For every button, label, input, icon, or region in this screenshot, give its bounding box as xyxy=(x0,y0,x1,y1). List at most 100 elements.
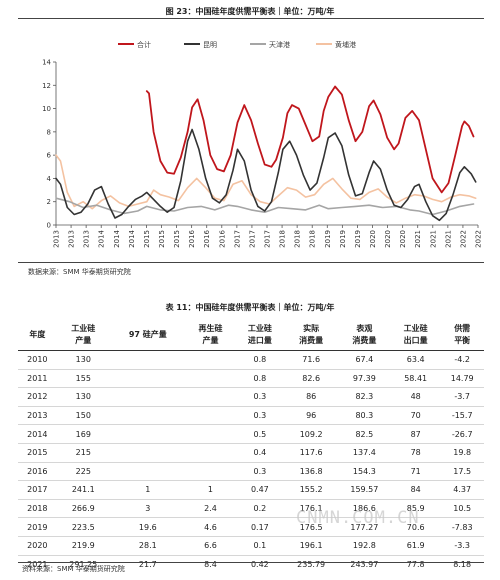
table-cell: 0.8 xyxy=(235,350,285,370)
table-row: 2020 219.9 28.1 6.6 0.1 196.1 192.8 61.9 -3.3 xyxy=(18,536,484,556)
legend-label-2: 天津港 xyxy=(269,40,290,49)
table-cell: 97.39 xyxy=(337,369,391,389)
figure-top-rule xyxy=(18,18,484,19)
table-cell: 0.42 xyxy=(250,559,269,569)
table-cell: 241.1 xyxy=(56,480,110,500)
table-cell xyxy=(185,369,236,389)
table-cell: 192.8 xyxy=(337,536,391,556)
table-cell: 155 xyxy=(56,369,110,389)
table-row: 2010 130 0.8 71.6 67.4 63.4 -4.2 xyxy=(18,350,484,370)
table-body: 2010 130 0.8 71.6 67.4 63.4 -4.2 2011 155 0.8 82.6… xyxy=(18,350,484,574)
table-cell: 0.3 xyxy=(235,387,285,407)
x-tick-label: 2014 xyxy=(98,229,106,247)
table-cell: 2019 xyxy=(18,517,57,537)
table-cell: 169 xyxy=(56,424,110,444)
table-cell: 2012 xyxy=(18,387,57,407)
table-cell: 8.18 xyxy=(453,559,472,569)
table-row: 2021 291.25 21.7 8.4 0.42 235.79 243.97 77.8 8.1… xyxy=(18,555,484,573)
table-cell: 63.4 xyxy=(390,350,441,370)
table-cell: 21.7 xyxy=(138,559,157,569)
table-cell xyxy=(185,350,236,370)
table-cell: 14.79 xyxy=(440,369,484,389)
table-cell: 71 xyxy=(390,462,441,482)
table-row: 2013 150 0.3 96 80.3 70 -15.7 xyxy=(18,406,484,426)
x-tick-label: 2021 xyxy=(414,230,422,248)
x-tick-label: 2022 xyxy=(459,230,467,248)
series-line-0 xyxy=(145,85,475,194)
table-row: 2019 223.5 19.6 4.6 0.17 176.5 177.27 70.6 -7.83 xyxy=(18,517,484,537)
table-cell xyxy=(109,462,186,482)
series-line-1 xyxy=(55,128,477,222)
table-row: 2012 130 0.3 86 82.3 48 -3.7 xyxy=(18,387,484,407)
figure-source: 数据来源：SMM 华泰期货研究院 xyxy=(28,268,131,276)
table-cell: 186.6 xyxy=(337,499,391,519)
table-cell: 219.9 xyxy=(56,536,110,556)
y-tick-label: 12 xyxy=(42,82,51,90)
x-tick-label: 2014 xyxy=(128,229,136,247)
table-cell: 2.4 xyxy=(185,499,236,519)
table-cell xyxy=(185,406,236,426)
x-tick-label: 2022 xyxy=(475,230,483,248)
balance-table: 年度 工业硅 产量 97 硅产量 再生硅 产量 工业硅 进口量 实际 消费量 表观 消费量 工业硅 出口量… xyxy=(18,320,484,573)
table-cell: 0.4 xyxy=(235,443,285,463)
table-row: 2014 169 0.5 109.2 82.5 87 -26.7 xyxy=(18,424,484,444)
watermark: CNMN.COM.CN xyxy=(296,508,420,528)
table-cell: 155.2 xyxy=(284,480,338,500)
table-cell xyxy=(109,387,186,407)
table-cell: 82.5 xyxy=(337,424,391,444)
table-cell: 130 xyxy=(56,350,110,370)
table-header-row: 年度 工业硅 产量 97 硅产量 再生硅 产量 工业硅 进口量 实际 消费量 表观 消费量 工业硅 出口量… xyxy=(18,320,484,351)
x-tick-label: 2020 xyxy=(369,230,377,248)
table-cell: 85.9 xyxy=(390,499,441,519)
table-cell: 3 xyxy=(109,499,186,519)
x-tick-label: 2019 xyxy=(339,230,347,248)
table-cell: 159.57 xyxy=(337,480,391,500)
table-cell: 2018 xyxy=(18,499,57,519)
table-cell: 150 xyxy=(56,406,110,426)
table-cell: 0.8 xyxy=(235,369,285,389)
y-tick-label: 0 xyxy=(47,222,51,230)
table-cell: 243.97 xyxy=(350,559,379,569)
table-cell xyxy=(185,387,236,407)
table-cell xyxy=(109,369,186,389)
x-tick-label: 2020 xyxy=(384,230,392,248)
table-cell: 154.3 xyxy=(337,462,391,482)
table-row: 2011 155 0.8 82.6 97.39 58.41 14.79 xyxy=(18,369,484,389)
table-cell xyxy=(109,350,186,370)
table-header-cell: 再生硅 产量 xyxy=(185,320,236,351)
y-tick-label: 6 xyxy=(47,152,52,160)
table-cell: 266.9 xyxy=(56,499,110,519)
x-tick-label: 2013 xyxy=(68,230,76,248)
y-tick-label: 14 xyxy=(42,59,51,67)
table-cell: 4.6 xyxy=(185,517,236,537)
table-cell: 8.4 xyxy=(204,559,217,569)
table-cell: 58.41 xyxy=(390,369,441,389)
legend-label-0: 合计 xyxy=(137,40,151,49)
x-tick-label: 2021 xyxy=(444,230,452,248)
table-header-cell: 表观 消费量 xyxy=(337,320,391,351)
table-cell: 82.6 xyxy=(284,369,338,389)
x-tick-label: 2018 xyxy=(279,230,287,248)
table-cell: 2015 xyxy=(18,443,57,463)
x-tick-label: 2014 xyxy=(113,229,121,247)
table-cell: 2020 xyxy=(18,536,57,556)
table-cell: 61.9 xyxy=(390,536,441,556)
x-tick-label: 2013 xyxy=(53,230,61,248)
table-cell: 130 xyxy=(56,387,110,407)
table-cell: 136.8 xyxy=(284,462,338,482)
table-cell xyxy=(109,406,186,426)
table-cell xyxy=(185,443,236,463)
table-cell: 2013 xyxy=(18,406,57,426)
table-cell: 0.3 xyxy=(235,406,285,426)
x-tick-label: 2020 xyxy=(399,230,407,248)
x-tick-label: 2016 xyxy=(203,229,211,247)
table-cell: 196.1 xyxy=(284,536,338,556)
table-cell xyxy=(185,462,236,482)
table-cell: 2021 xyxy=(27,559,48,569)
series-line-3 xyxy=(55,154,477,210)
table-cell: 71.6 xyxy=(284,350,338,370)
table-cell: 2017 xyxy=(18,480,57,500)
table-cell: 235.79 xyxy=(297,559,326,569)
table-cell: 80.3 xyxy=(337,406,391,426)
table-cell: 176.5 xyxy=(284,517,338,537)
